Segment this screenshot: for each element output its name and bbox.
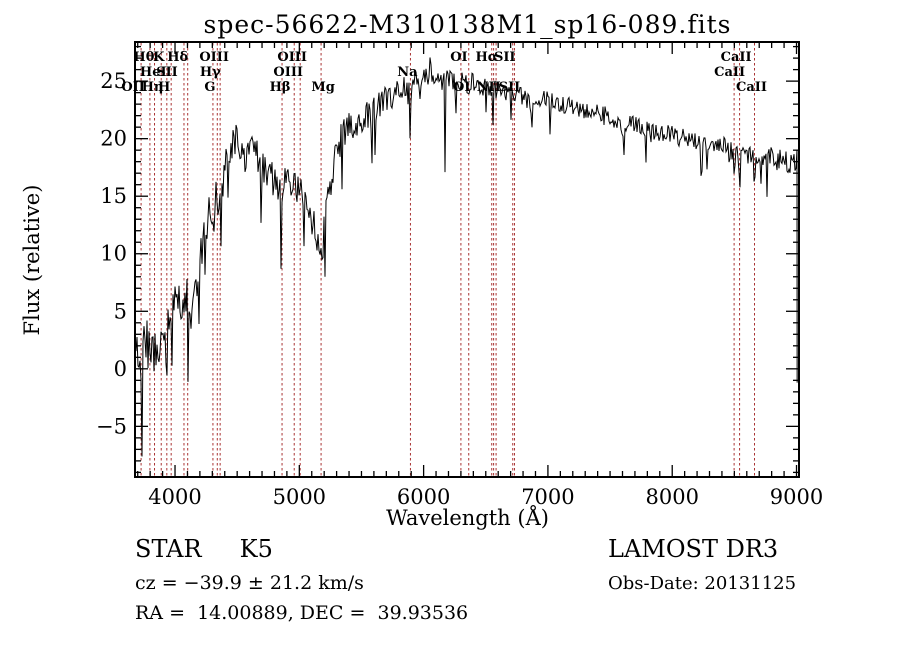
- spectral-line-label: H: [158, 80, 170, 95]
- spectral-line-label: OII: [121, 80, 145, 95]
- x-tick-labels: 4000 5000 6000 7000 8000 9000: [148, 485, 823, 509]
- spectral-line-label: Na: [397, 65, 418, 80]
- x-axis-label: Wavelength (Å): [386, 506, 549, 530]
- spectral-line-label: CaII: [714, 65, 745, 80]
- spectral-line-label: Hγ: [200, 65, 221, 80]
- x-tick-label: 7000: [521, 485, 574, 509]
- spectral-line-label: OIII: [277, 50, 307, 65]
- spectral-line-label: SII: [494, 50, 516, 65]
- y-tick-label: 0: [114, 357, 127, 381]
- x-tick-label: 6000: [397, 485, 450, 509]
- spectral-line-label: OIII: [273, 65, 303, 80]
- obs-date-text: Obs-Date: 20131125: [608, 573, 797, 594]
- x-tick-label: 9000: [770, 485, 823, 509]
- y-tick-label: 5: [114, 299, 127, 323]
- spectral-line-label: K: [153, 50, 165, 65]
- radial-velocity-text: cz = −39.9 ± 21.2 km/s: [135, 572, 364, 594]
- spectral-line-label: OIII: [199, 50, 229, 65]
- y-tick-label: 15: [100, 184, 127, 208]
- spectral-line-label: CaII: [721, 50, 752, 65]
- y-tick-label: 25: [100, 69, 127, 93]
- spectral-line-label: Hβ: [270, 80, 291, 95]
- y-tick-labels: −5 0 5 10 15 20 25: [96, 69, 127, 438]
- y-tick-label: 10: [100, 242, 127, 266]
- object-class-text: STAR K5: [135, 535, 273, 563]
- spectral-line-label: Hη: [142, 80, 164, 95]
- x-tick-label: 4000: [148, 485, 201, 509]
- spectral-line-label: Hθ: [133, 50, 154, 65]
- spectral-line-label: CaII: [736, 80, 767, 95]
- axis-ticks: [136, 43, 798, 476]
- spectral-line-label: Hα: [475, 50, 497, 65]
- survey-release-text: LAMOST DR3: [608, 535, 779, 563]
- y-axis-label: Flux (relative): [20, 184, 44, 336]
- page-title: spec-56622-M310138M1_sp16-089.fits: [203, 10, 732, 39]
- x-tick-label: 8000: [645, 485, 698, 509]
- spectral-line-label: Mg: [311, 80, 334, 95]
- spectral-lines-group: [140, 43, 756, 476]
- spectral-line-label: Hδ: [167, 50, 188, 65]
- spectrum-path: [135, 57, 798, 457]
- spectral-line-label: OI: [450, 50, 467, 65]
- y-tick-label: 20: [100, 127, 127, 151]
- plot-frame: [134, 41, 800, 478]
- spectral-line-label: G: [204, 80, 215, 95]
- spectral-line-labels: OIIHθHηHeIKHSIIHδGHγOIIIHβOIIIOIIIMgNaOI…: [121, 50, 767, 95]
- spectral-line-label: SII: [156, 65, 178, 80]
- x-tick-label: 5000: [273, 485, 326, 509]
- y-tick-label: −5: [96, 414, 127, 438]
- spectral-line-label: HeI: [140, 65, 167, 80]
- ra-dec-text: RA = 14.00889, DEC = 39.93536: [135, 602, 469, 624]
